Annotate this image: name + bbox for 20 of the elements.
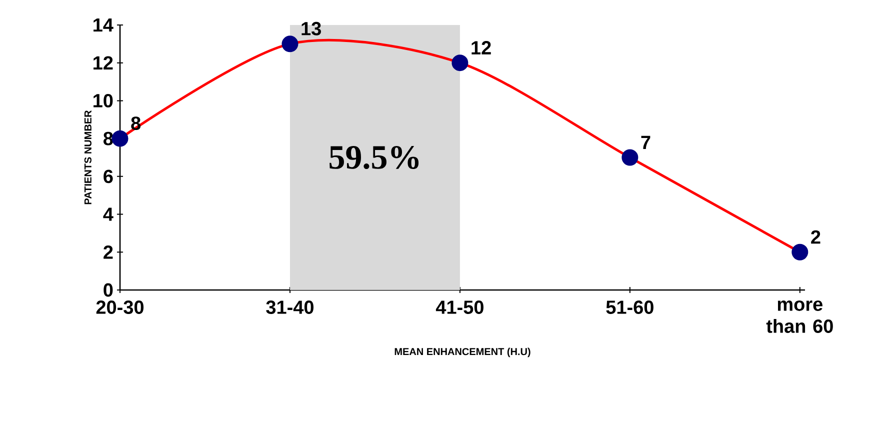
y-tick-label: 0 [104, 283, 113, 297]
y-tick-label: 6 [104, 170, 113, 184]
band-label: 59.5% [330, 146, 419, 170]
y-tick-label: 2 [104, 245, 113, 259]
y-tick-label: 14 [94, 18, 114, 32]
data-label: 12 [472, 41, 491, 54]
y-axis-title: PATIENTS NUMBER [84, 110, 92, 204]
x-tick-label: more than 60 [766, 300, 833, 333]
y-tick-label: 4 [103, 208, 114, 221]
x-tick-label: 20-30 [96, 300, 144, 314]
data-label: 13 [302, 22, 321, 36]
x-tick-label: 31-40 [266, 300, 314, 314]
x-axis-title: MEAN ENHANCEMENT (H.U) [394, 348, 530, 358]
data-label: 8 [131, 116, 141, 130]
data-label: 2 [811, 230, 820, 244]
y-tick-label: 12 [94, 56, 113, 70]
y-tick-label: 10 [94, 94, 113, 108]
data-label: 7 [641, 136, 650, 149]
x-tick-label: 51-60 [606, 300, 654, 314]
x-tick-label: 41-50 [436, 300, 484, 314]
